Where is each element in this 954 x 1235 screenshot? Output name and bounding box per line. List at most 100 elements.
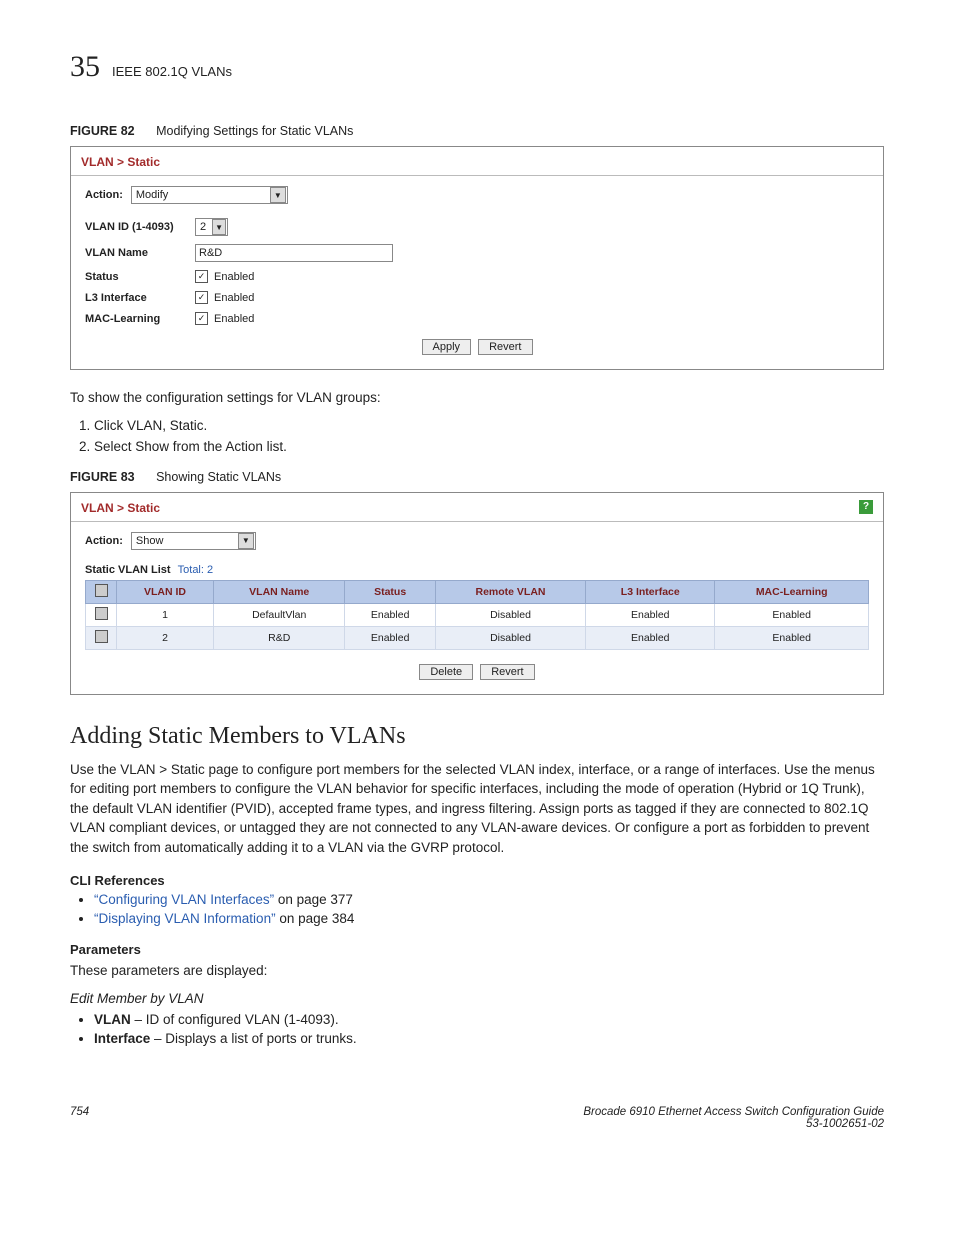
- figure83-panel: VLAN > Static ? Action: Show ▼ Static VL…: [70, 492, 884, 695]
- list-total: Total: 2: [178, 564, 213, 576]
- status-checkbox[interactable]: ✓: [195, 270, 208, 283]
- col-l3: L3 Interface: [586, 580, 715, 603]
- figure83-breadcrumb: VLAN > Static ?: [71, 493, 883, 522]
- table-header-row: VLAN ID VLAN Name Status Remote VLAN L3 …: [86, 580, 869, 603]
- page-footer: 754 Brocade 6910 Ethernet Access Switch …: [70, 1106, 884, 1130]
- param-interface: Interface – Displays a list of ports or …: [94, 1031, 884, 1046]
- cell-remote: Disabled: [435, 626, 585, 649]
- dropdown-arrow-icon: ▼: [270, 187, 286, 203]
- row-checkbox[interactable]: [95, 630, 108, 643]
- footer-line1: Brocade 6910 Ethernet Access Switch Conf…: [583, 1106, 884, 1118]
- cell-vlan-name: DefaultVlan: [214, 603, 345, 626]
- param-interface-rest: – Displays a list of ports or trunks.: [150, 1031, 356, 1046]
- button-row: Apply Revert: [85, 339, 869, 355]
- footer-line2: 53-1002651-02: [806, 1118, 884, 1130]
- button-row: Delete Revert: [85, 664, 869, 680]
- dropdown-arrow-icon: ▼: [212, 219, 226, 235]
- page-number: 754: [70, 1106, 89, 1130]
- vlan-id-select[interactable]: 2 ▼: [195, 218, 228, 236]
- cli-ref-2-rest: on page 384: [276, 911, 355, 926]
- select-all-checkbox[interactable]: [95, 584, 108, 597]
- cli-ref-1: “Configuring VLAN Interfaces” on page 37…: [94, 892, 884, 907]
- cell-status: Enabled: [345, 626, 435, 649]
- col-remote: Remote VLAN: [435, 580, 585, 603]
- status-text: Enabled: [214, 271, 254, 283]
- action-row: Action: Show ▼: [85, 532, 869, 550]
- l3-checkbox[interactable]: ✓: [195, 291, 208, 304]
- status-label: Status: [85, 271, 195, 283]
- step-2: Select Show from the Action list.: [94, 439, 884, 454]
- figure83-label: FIGURE 83: [70, 470, 135, 484]
- col-vlan-id: VLAN ID: [117, 580, 214, 603]
- action-label: Action:: [85, 535, 123, 547]
- intro-text: To show the configuration settings for V…: [70, 388, 884, 408]
- table-row: 1 DefaultVlan Enabled Disabled Enabled E…: [86, 603, 869, 626]
- cell-mac: Enabled: [715, 626, 869, 649]
- action-value: Modify: [136, 189, 168, 201]
- list-label: Static VLAN List: [85, 564, 171, 576]
- chapter-number: 35: [70, 50, 100, 84]
- col-status: Status: [345, 580, 435, 603]
- action-select[interactable]: Modify ▼: [131, 186, 288, 204]
- cell-vlan-name: R&D: [214, 626, 345, 649]
- cell-remote: Disabled: [435, 603, 585, 626]
- delete-button[interactable]: Delete: [419, 664, 473, 680]
- vlan-id-value: 2: [200, 221, 206, 233]
- vlan-name-input[interactable]: R&D: [195, 244, 393, 262]
- cell-mac: Enabled: [715, 603, 869, 626]
- header-checkbox-cell: [86, 580, 117, 603]
- apply-button[interactable]: Apply: [422, 339, 472, 355]
- mac-checkbox[interactable]: ✓: [195, 312, 208, 325]
- cell-vlan-id: 1: [117, 603, 214, 626]
- param-vlan: VLAN – ID of configured VLAN (1-4093).: [94, 1012, 884, 1027]
- figure82-breadcrumb: VLAN > Static: [71, 147, 883, 176]
- figure83-caption: FIGURE 83 Showing Static VLANs: [70, 470, 884, 484]
- revert-button[interactable]: Revert: [478, 339, 532, 355]
- vlan-name-label: VLAN Name: [85, 247, 195, 259]
- param-vlan-bold: VLAN: [94, 1012, 131, 1027]
- cell-l3: Enabled: [586, 603, 715, 626]
- cell-l3: Enabled: [586, 626, 715, 649]
- parameters-subhead: Edit Member by VLAN: [70, 991, 884, 1006]
- param-interface-bold: Interface: [94, 1031, 150, 1046]
- action-row: Action: Modify ▼: [85, 186, 869, 204]
- row-checkbox[interactable]: [95, 607, 108, 620]
- action-select[interactable]: Show ▼: [131, 532, 256, 550]
- cli-references-heading: CLI References: [70, 873, 884, 888]
- figure82-label: FIGURE 82: [70, 124, 135, 138]
- cell-vlan-id: 2: [117, 626, 214, 649]
- action-value: Show: [136, 535, 164, 547]
- figure83-text: Showing Static VLANs: [156, 470, 281, 484]
- action-label: Action:: [85, 189, 123, 201]
- section-heading: Adding Static Members to VLANs: [70, 723, 884, 750]
- section-paragraph: Use the VLAN > Static page to configure …: [70, 760, 884, 858]
- param-vlan-rest: – ID of configured VLAN (1-4093).: [131, 1012, 339, 1027]
- vlan-id-label: VLAN ID (1-4093): [85, 221, 195, 233]
- cli-ref-1-rest: on page 377: [274, 892, 353, 907]
- header-title: IEEE 802.1Q VLANs: [112, 64, 232, 79]
- cli-references-list: “Configuring VLAN Interfaces” on page 37…: [70, 892, 884, 926]
- footer-right: Brocade 6910 Ethernet Access Switch Conf…: [583, 1106, 884, 1130]
- l3-label: L3 Interface: [85, 292, 195, 304]
- steps-list: Click VLAN, Static. Select Show from the…: [70, 418, 884, 454]
- help-icon[interactable]: ?: [859, 500, 873, 514]
- l3-text: Enabled: [214, 292, 254, 304]
- list-header: Static VLAN List Total: 2: [85, 564, 869, 576]
- vlan-name-value: R&D: [199, 247, 222, 259]
- page-header: 35 IEEE 802.1Q VLANs: [70, 50, 884, 84]
- parameters-list: VLAN – ID of configured VLAN (1-4093). I…: [70, 1012, 884, 1046]
- figure82-panel: VLAN > Static Action: Modify ▼ VLAN ID (…: [70, 146, 884, 370]
- cli-ref-1-link[interactable]: “Configuring VLAN Interfaces”: [94, 892, 274, 907]
- breadcrumb-text: VLAN > Static: [81, 501, 160, 515]
- figure82-text: Modifying Settings for Static VLANs: [156, 124, 353, 138]
- cli-ref-2-link[interactable]: “Displaying VLAN Information”: [94, 911, 276, 926]
- cli-ref-2: “Displaying VLAN Information” on page 38…: [94, 911, 884, 926]
- revert-button[interactable]: Revert: [480, 664, 534, 680]
- mac-label: MAC-Learning: [85, 313, 195, 325]
- cell-status: Enabled: [345, 603, 435, 626]
- col-mac: MAC-Learning: [715, 580, 869, 603]
- col-vlan-name: VLAN Name: [214, 580, 345, 603]
- vlan-table: VLAN ID VLAN Name Status Remote VLAN L3 …: [85, 580, 869, 650]
- mac-text: Enabled: [214, 313, 254, 325]
- table-row: 2 R&D Enabled Disabled Enabled Enabled: [86, 626, 869, 649]
